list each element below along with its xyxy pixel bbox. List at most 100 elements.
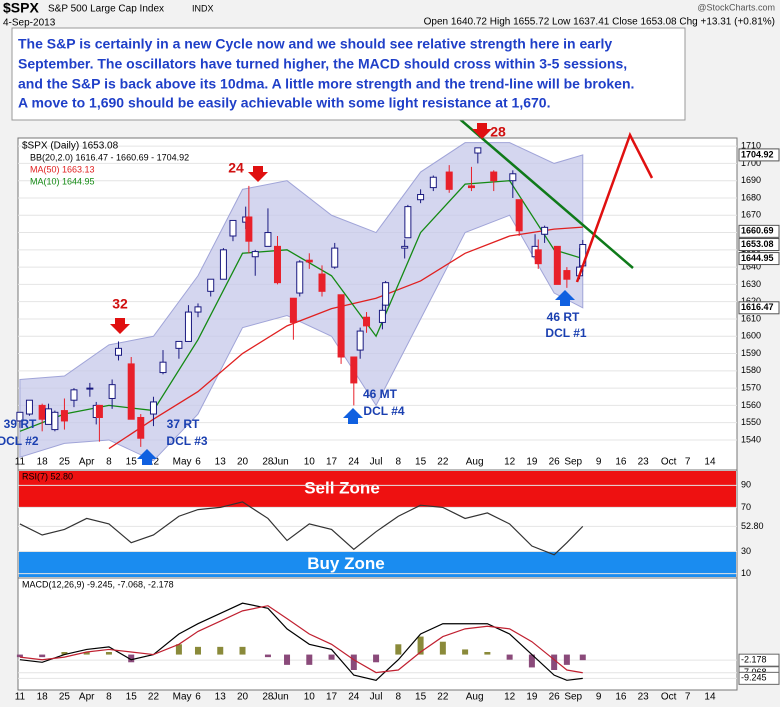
x-tick-label: 8 [106,692,112,703]
x-tick-label: 10 [304,457,316,468]
candle-body [490,171,498,182]
x-tick-label: Aug [466,457,484,468]
x-tick-label: 22 [148,457,160,468]
marker-label: DCL #4 [363,404,404,418]
candle-body [445,171,453,190]
x-tick-label: Jun [273,692,289,703]
histogram-bar [350,654,357,670]
candle-body [194,306,202,313]
rsi-line [19,501,584,556]
y-tick-label: -2.178 [741,655,767,665]
x-tick-label: 22 [437,457,449,468]
x-tick-label: 13 [215,457,227,468]
label-box [738,653,780,667]
histogram-bar [506,654,513,660]
value-box [738,301,780,315]
x-tick-label: 18 [37,692,49,703]
ma-legend: MA(10) 1644.95 [30,176,95,186]
y-tick-label: 1550 [741,417,761,427]
histogram-bar [484,652,491,655]
histogram-bar [128,654,135,663]
candle-body [563,270,571,280]
histogram-bar [439,641,446,655]
histogram-bar [417,636,424,655]
histogram-bar [61,652,68,655]
value-label: 1704.92 [741,149,774,159]
y-tick-label: 1600 [741,331,761,341]
price-layer: 1710170016901680167016601650164016301620… [15,140,780,468]
x-tick-label: 15 [126,692,138,703]
y-tick-label: 1700 [741,158,761,168]
value-label: 1660.69 [741,226,774,236]
candle-body [251,251,259,258]
x-tick-label: 16 [615,457,627,468]
x-tick-label: 20 [237,692,249,703]
y-tick-label: 1710 [741,140,761,150]
marker-label: DCL #1 [545,326,586,340]
date: 4-Sep-2013 [3,18,56,29]
x-tick-label: 14 [704,692,716,703]
candle-body [175,340,183,349]
x-tick-label: May [173,692,192,703]
trend-line [454,114,634,269]
value-box [738,224,780,238]
histogram-bar [105,652,112,655]
candle-body [219,249,227,280]
histogram-bar [175,644,182,655]
candle-body [149,401,157,415]
arrow [343,408,363,424]
buy-zone [19,551,736,577]
zone-label: Buy Zone [307,554,384,573]
x-tick-label: 28 [262,692,274,703]
candle-body [429,176,437,189]
value-box [738,148,780,162]
candle-body [509,173,517,182]
marker-label: DCL #3 [166,434,207,448]
histogram-bar [563,654,570,665]
y-tick-label: 70 [741,502,751,512]
x-tick-label: 17 [326,692,338,703]
x-tick-label: 19 [526,457,538,468]
x-tick-label: Jun [273,457,289,468]
arrow [555,290,575,306]
x-tick-label: 18 [37,457,49,468]
x-tick-label: 8 [106,457,112,468]
y-tick-label: 1570 [741,382,761,392]
x-tick-label: 25 [59,692,71,703]
histogram-bar [328,654,335,660]
histogram-bar [264,654,271,658]
x-tick-label: Sep [564,692,582,703]
commentary: The S&P is certainly in a new Cycle now … [18,36,612,52]
y-tick-label: 1560 [741,400,761,410]
candle-body [184,311,192,342]
markers: 32 24 28 39 RT DCL #2 37 RT DCL #3 46 MT… [0,123,587,465]
y-tick-label: -9.245 [741,673,767,683]
candle-body [382,282,390,306]
histogram-bar [528,654,535,668]
candle-body [114,347,122,356]
marker-label: 37 RT [167,417,200,431]
x-tick-label: 11 [15,692,26,703]
candle-body [159,361,167,374]
x-tick-label: 26 [549,457,561,468]
candle-body [273,245,281,284]
candle-body [515,199,523,232]
candle-body [350,356,358,384]
candle-body [45,408,53,425]
moving-average [108,226,583,450]
macd-line [19,602,583,681]
candle-body [417,194,425,201]
x-tick-label: Oct [661,692,677,703]
x-tick-label: 22 [148,692,160,703]
commentary-box [11,27,686,121]
candle-body [264,232,272,247]
marker-label: 39 RT [4,417,37,431]
candle-body [25,399,33,415]
bollinger-band [19,142,584,462]
value-box [738,238,780,252]
symbol: $SPX [3,0,39,16]
value-label: 1644.95 [741,253,774,263]
candle-body [127,363,135,420]
y-tick-label: 1670 [741,210,761,220]
candle-body [356,330,364,351]
